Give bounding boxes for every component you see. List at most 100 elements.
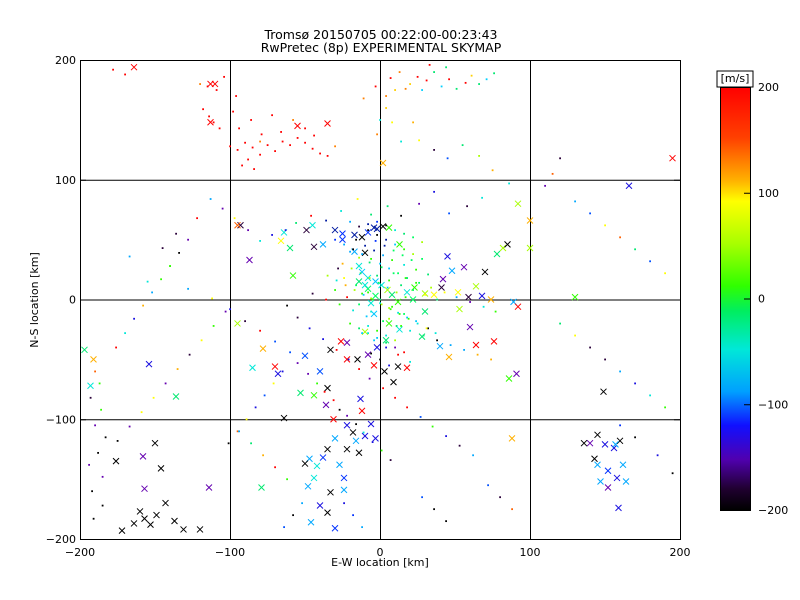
data-point-dot	[589, 212, 591, 215]
data-point-dot	[412, 253, 414, 255]
data-point-dot	[347, 358, 350, 361]
data-point-dot	[89, 396, 92, 399]
data-point-dot	[448, 212, 450, 215]
data-point-dot	[481, 196, 483, 199]
data-point-dot	[355, 238, 357, 241]
data-point-dot	[463, 348, 465, 351]
data-point-dot	[224, 310, 227, 313]
data-point-dot	[400, 284, 402, 287]
data-point-x	[508, 435, 516, 442]
y-axis-label: N-S location [km]	[28, 252, 41, 348]
data-point-dot	[311, 147, 314, 150]
data-point-dot	[94, 424, 96, 427]
data-point-x	[249, 364, 256, 372]
data-point-dot	[404, 296, 407, 299]
data-point-dot	[389, 308, 392, 311]
data-point-dot	[418, 281, 420, 284]
data-point-x	[622, 478, 630, 485]
data-point-dot	[377, 281, 380, 284]
data-point-dot	[368, 377, 371, 380]
data-point-x	[418, 333, 426, 340]
plot-frame	[80, 60, 681, 540]
y-tick-labels: −200 −100 0 100 200	[46, 54, 76, 546]
data-point-dot	[370, 352, 372, 355]
data-point-dot	[295, 222, 297, 224]
data-point-dot	[478, 155, 480, 157]
data-point-dot	[373, 249, 375, 252]
data-point-dot	[259, 153, 261, 156]
data-point-dot	[430, 286, 432, 289]
data-point-dot	[338, 408, 341, 411]
data-point-x	[379, 159, 387, 167]
data-point-dot	[296, 137, 299, 139]
data-point-dot	[146, 280, 149, 283]
data-point-dot	[251, 146, 254, 149]
data-point-x	[591, 455, 598, 463]
data-point-dot	[385, 238, 387, 241]
data-point-dot	[403, 232, 405, 235]
data-point-x	[504, 241, 511, 248]
data-point-dot	[332, 399, 335, 402]
data-point-x	[324, 445, 331, 453]
data-point-dot	[409, 83, 411, 85]
data-point-dot	[250, 119, 252, 121]
data-point-x	[478, 292, 486, 300]
colorbar-label-box	[716, 70, 754, 88]
data-point-dot	[259, 240, 261, 242]
data-point-dot	[421, 89, 423, 91]
data-point-x	[613, 474, 621, 482]
data-point-dot	[343, 243, 345, 246]
data-point-dot	[313, 134, 315, 137]
data-point-x	[147, 521, 154, 528]
data-point-x	[331, 435, 339, 442]
data-point-dot	[415, 320, 417, 323]
data-point-dot	[334, 145, 336, 148]
data-point-x	[382, 336, 390, 344]
data-point-dot	[380, 449, 383, 452]
data-point-dot	[98, 382, 101, 385]
data-point-dot	[476, 353, 479, 356]
data-point-dot	[367, 332, 369, 335]
data-point-dot	[403, 263, 405, 266]
data-point-x	[466, 323, 474, 331]
data-point-dot	[403, 313, 405, 315]
data-point-dot	[388, 364, 390, 367]
data-point-dot	[424, 293, 426, 296]
data-point-dot	[365, 315, 368, 318]
data-point-x	[196, 526, 204, 533]
data-point-dot	[472, 454, 474, 457]
data-point-dot	[385, 107, 387, 109]
data-point-x	[396, 326, 403, 333]
data-point-dot	[334, 238, 336, 241]
data-point-dot	[196, 217, 198, 220]
data-point-dot	[455, 87, 458, 90]
data-point-dot	[362, 97, 365, 100]
data-point-x	[616, 437, 624, 445]
data-point-dot	[358, 303, 360, 306]
data-point-dot	[124, 73, 126, 76]
data-point-dot	[250, 442, 252, 445]
data-point-dot	[358, 368, 360, 370]
data-point-dot	[322, 338, 324, 341]
data-point-x	[205, 484, 213, 491]
data-point-x	[372, 278, 379, 285]
data-point-x	[259, 345, 267, 352]
data-point-dot	[511, 508, 513, 511]
data-point-dot	[253, 168, 255, 170]
data-point-x	[145, 360, 153, 368]
data-point-dot	[425, 327, 428, 330]
data-point-x	[364, 274, 372, 282]
data-point-dot	[115, 346, 117, 349]
data-point-x	[319, 241, 327, 248]
data-point-dot	[445, 66, 447, 69]
data-point-dot	[433, 71, 435, 73]
data-point-dot	[364, 244, 366, 247]
x-tick-label: −100	[215, 546, 245, 559]
data-point-dot	[376, 274, 378, 277]
data-point-x	[355, 278, 363, 285]
data-point-dot	[574, 200, 576, 203]
data-point-x	[421, 308, 429, 315]
data-point-dot	[341, 262, 344, 265]
data-point-x	[358, 407, 366, 415]
data-point-dot	[604, 224, 606, 227]
